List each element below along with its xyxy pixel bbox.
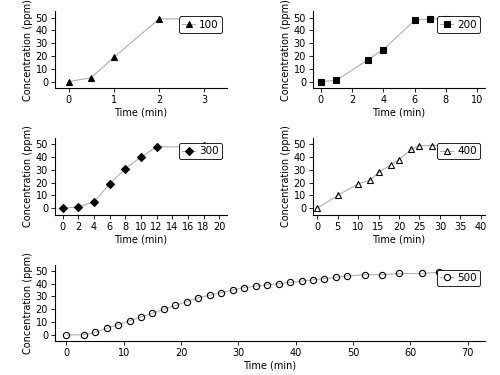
Y-axis label: Concentration (ppm): Concentration (ppm) bbox=[23, 125, 33, 227]
Y-axis label: Concentration (ppm): Concentration (ppm) bbox=[23, 0, 33, 100]
Legend: 500: 500 bbox=[437, 270, 480, 286]
X-axis label: Time (min): Time (min) bbox=[114, 234, 168, 244]
Legend: 200: 200 bbox=[437, 16, 480, 33]
X-axis label: Time (min): Time (min) bbox=[114, 108, 168, 118]
X-axis label: Time (min): Time (min) bbox=[244, 361, 296, 371]
Y-axis label: Concentration (ppm): Concentration (ppm) bbox=[281, 125, 291, 227]
Legend: 100: 100 bbox=[179, 16, 222, 33]
Legend: 300: 300 bbox=[179, 143, 222, 159]
Legend: 400: 400 bbox=[437, 143, 480, 159]
X-axis label: Time (min): Time (min) bbox=[372, 108, 426, 118]
Y-axis label: Concentration (ppm): Concentration (ppm) bbox=[281, 0, 291, 100]
Y-axis label: Concentration (ppm): Concentration (ppm) bbox=[23, 252, 33, 354]
X-axis label: Time (min): Time (min) bbox=[372, 234, 426, 244]
